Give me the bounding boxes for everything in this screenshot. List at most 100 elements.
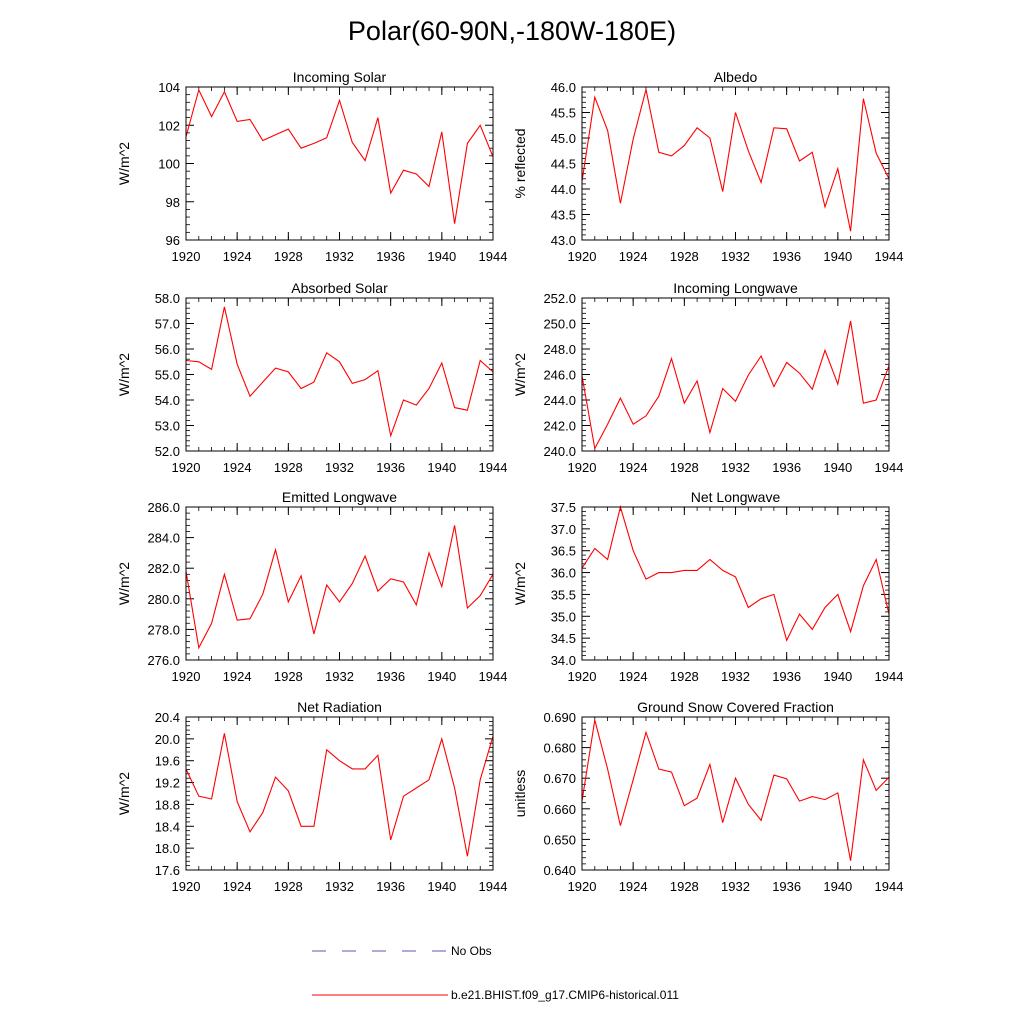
plot-frame-albedo — [581, 86, 890, 241]
x-tick-label: 1924 — [619, 249, 648, 264]
y-tick-label: 55.0 — [155, 368, 180, 383]
y-tick-label: 58.0 — [155, 291, 180, 306]
y-tick-label: 17.6 — [155, 863, 180, 878]
x-tick-label: 1924 — [223, 460, 252, 475]
y-tick-label: 46.0 — [551, 80, 576, 95]
x-tick-label: 1932 — [721, 460, 750, 475]
x-tick-label: 1932 — [325, 669, 354, 684]
series-line-net-longwave — [581, 504, 890, 642]
series-line-incoming-solar — [185, 88, 494, 224]
x-tick-label: 1944 — [479, 669, 508, 684]
plot-frame-emitted-longwave — [185, 506, 494, 661]
x-tick-label: 1944 — [875, 249, 904, 264]
x-tick-label: 1936 — [772, 460, 801, 475]
x-tick-label: 1932 — [325, 460, 354, 475]
x-tick-label: 1920 — [172, 249, 201, 264]
panel-title-net-radiation: Net Radiation — [297, 699, 382, 715]
y-tick-label: 43.5 — [551, 208, 576, 223]
x-tick-label: 1944 — [479, 460, 508, 475]
x-tick-label: 1920 — [568, 879, 597, 894]
panel-title-incoming-solar: Incoming Solar — [293, 69, 387, 85]
x-tick-label: 1936 — [376, 669, 405, 684]
x-tick-label: 1936 — [772, 879, 801, 894]
y-tick-label: 45.5 — [551, 106, 576, 121]
y-tick-label: 19.2 — [155, 776, 180, 791]
y-axis-label-incoming-longwave: W/m^2 — [512, 353, 528, 396]
y-axis-label-incoming-solar: W/m^2 — [116, 142, 132, 185]
y-tick-label: 280.0 — [147, 592, 180, 607]
x-tick-label: 1928 — [670, 249, 699, 264]
x-tick-label: 1936 — [772, 669, 801, 684]
x-tick-label: 1932 — [721, 249, 750, 264]
x-tick-label: 1944 — [479, 249, 508, 264]
y-tick-label: 36.0 — [551, 566, 576, 581]
y-tick-label: 0.670 — [543, 771, 576, 786]
panel-ground-snow-covered-fraction: Ground Snow Covered Fraction unitless 1920… — [512, 699, 903, 894]
panel-title-albedo: Albedo — [714, 69, 758, 85]
x-tick-label: 1936 — [772, 249, 801, 264]
y-tick-label: 18.0 — [155, 841, 180, 856]
x-tick-label: 1920 — [172, 879, 201, 894]
x-tick-label: 1928 — [670, 460, 699, 475]
series-line-albedo — [581, 89, 890, 232]
plot-frame-net-longwave — [581, 506, 890, 661]
y-tick-label: 250.0 — [543, 317, 576, 332]
y-tick-label: 52.0 — [155, 444, 180, 459]
x-tick-label: 1920 — [172, 460, 201, 475]
y-tick-label: 0.680 — [543, 741, 576, 756]
y-axis-label-emitted-longwave: W/m^2 — [116, 562, 132, 605]
y-tick-label: 104 — [158, 80, 180, 95]
panel-albedo: Albedo % reflected 1920 1924 1928 1932 1936 194… — [512, 69, 903, 264]
x-tick-label: 1944 — [875, 669, 904, 684]
y-tick-label: 0.650 — [543, 832, 576, 847]
y-tick-label: 19.6 — [155, 754, 180, 769]
x-tick-label: 1924 — [619, 879, 648, 894]
x-tick-label: 1924 — [223, 669, 252, 684]
x-tick-label: 1928 — [670, 669, 699, 684]
y-tick-label: 44.5 — [551, 157, 576, 172]
y-axis-label-net-longwave: W/m^2 — [512, 562, 528, 605]
x-tick-label: 1928 — [274, 249, 303, 264]
x-tick-label: 1928 — [274, 460, 303, 475]
legend-model-label: b.e21.BHIST.f09_g17.CMIP6-historical.011 — [451, 988, 679, 1002]
x-tick-label: 1944 — [479, 879, 508, 894]
x-tick-label: 1920 — [568, 669, 597, 684]
x-tick-label: 1944 — [875, 879, 904, 894]
y-tick-label: 0.690 — [543, 710, 576, 725]
panel-title-incoming-longwave: Incoming Longwave — [673, 280, 798, 296]
y-axis-label-albedo: % reflected — [512, 128, 528, 198]
y-tick-label: 56.0 — [155, 342, 180, 357]
panel-title-ground-snow-covered-fraction: Ground Snow Covered Fraction — [637, 699, 834, 715]
y-tick-label: 100 — [158, 157, 180, 172]
y-axis-label-absorbed-solar: W/m^2 — [116, 353, 132, 396]
y-tick-label: 35.5 — [551, 587, 576, 602]
x-tick-label: 1940 — [427, 669, 456, 684]
y-tick-label: 282.0 — [147, 561, 180, 576]
y-tick-label: 45.0 — [551, 131, 576, 146]
y-tick-label: 278.0 — [147, 622, 180, 637]
plot-frame-incoming-longwave — [581, 297, 890, 452]
y-tick-label: 18.4 — [155, 819, 180, 834]
legend-obs-label: No Obs — [451, 944, 492, 958]
x-tick-label: 1932 — [721, 879, 750, 894]
y-tick-label: 34.0 — [551, 653, 576, 668]
panels-group: Incoming Solar W/m^2 1920 1924 1928 1932 1936 1… — [116, 69, 903, 894]
y-tick-label: 284.0 — [147, 531, 180, 546]
panel-title-emitted-longwave: Emitted Longwave — [282, 489, 397, 505]
x-tick-label: 1920 — [568, 249, 597, 264]
x-tick-label: 1940 — [427, 460, 456, 475]
x-tick-label: 1924 — [619, 460, 648, 475]
y-tick-label: 240.0 — [543, 444, 576, 459]
plot-frame-incoming-solar — [185, 86, 494, 241]
y-tick-label: 53.0 — [155, 419, 180, 434]
y-axis-label-net-radiation: W/m^2 — [116, 772, 132, 815]
y-tick-label: 35.0 — [551, 609, 576, 624]
x-tick-label: 1936 — [376, 249, 405, 264]
y-tick-label: 96 — [166, 233, 180, 248]
x-tick-label: 1940 — [427, 249, 456, 264]
y-tick-label: 286.0 — [147, 500, 180, 515]
x-tick-label: 1940 — [823, 460, 852, 475]
panel-title-net-longwave: Net Longwave — [691, 489, 781, 505]
series-line-incoming-longwave — [581, 320, 890, 451]
